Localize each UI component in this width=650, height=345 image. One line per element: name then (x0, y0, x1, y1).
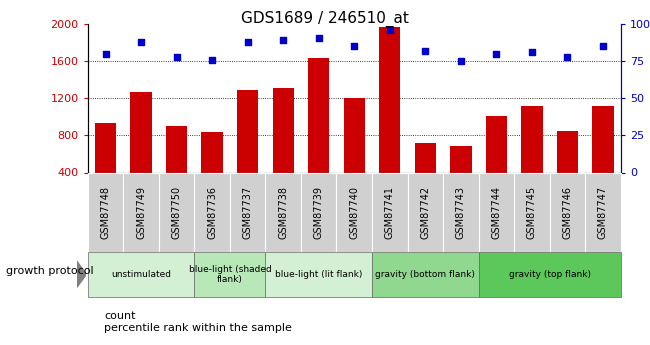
Text: GSM87748: GSM87748 (101, 186, 111, 239)
Text: unstimulated: unstimulated (111, 270, 171, 279)
Point (491, 51, 502, 57)
Bar (194, 252, 265, 297)
Bar (272, 88, 294, 172)
Bar (478, 172, 514, 252)
Bar (265, 172, 301, 252)
Bar (450, 146, 471, 172)
Bar (166, 126, 187, 172)
Bar (443, 172, 478, 252)
Text: GSM87749: GSM87749 (136, 186, 146, 239)
Point (420, 48, 430, 53)
Bar (131, 92, 151, 172)
Text: gravity (bottom flank): gravity (bottom flank) (376, 270, 475, 279)
Bar (372, 172, 408, 252)
Text: GSM87744: GSM87744 (491, 186, 501, 239)
Bar (514, 172, 550, 252)
Text: GSM87740: GSM87740 (349, 186, 359, 239)
Bar (88, 172, 124, 252)
Point (598, 43, 608, 49)
Text: GSM87750: GSM87750 (172, 186, 181, 239)
Bar (265, 252, 372, 297)
Bar (592, 106, 614, 172)
Point (313, 35, 324, 40)
Text: GDS1689 / 246510_at: GDS1689 / 246510_at (241, 10, 409, 27)
Bar (194, 172, 230, 252)
Text: blue-light (lit flank): blue-light (lit flank) (275, 270, 363, 279)
Bar (344, 98, 365, 172)
Point (278, 38, 289, 43)
Bar (379, 27, 400, 172)
Bar (557, 131, 578, 172)
Text: gravity (top flank): gravity (top flank) (509, 270, 591, 279)
Bar (95, 124, 116, 172)
Point (242, 39, 253, 45)
Bar (478, 252, 621, 297)
Point (562, 54, 573, 60)
Text: GSM87743: GSM87743 (456, 186, 466, 239)
Text: GSM87739: GSM87739 (314, 186, 324, 239)
Bar (585, 172, 621, 252)
Point (526, 50, 537, 55)
Bar (486, 116, 507, 172)
Bar (337, 172, 372, 252)
Bar (88, 252, 194, 297)
Polygon shape (77, 261, 86, 287)
Bar (159, 172, 194, 252)
Bar (124, 172, 159, 252)
Text: percentile rank within the sample: percentile rank within the sample (104, 323, 292, 333)
Text: GSM87746: GSM87746 (562, 186, 573, 239)
Text: GSM87741: GSM87741 (385, 186, 395, 239)
Point (136, 39, 146, 45)
Bar (550, 172, 585, 252)
Text: GSM87738: GSM87738 (278, 186, 288, 239)
Bar (301, 172, 337, 252)
Text: GSM87745: GSM87745 (527, 186, 537, 239)
Bar (372, 252, 478, 297)
Bar (237, 90, 258, 172)
Bar (415, 143, 436, 172)
Bar (202, 132, 223, 172)
Text: GSM87737: GSM87737 (242, 186, 253, 239)
Bar (408, 172, 443, 252)
Point (100, 51, 110, 57)
Text: blue-light (shaded
flank): blue-light (shaded flank) (188, 265, 271, 284)
Text: growth protocol: growth protocol (6, 266, 94, 276)
Text: GSM87736: GSM87736 (207, 186, 217, 239)
Bar (230, 172, 265, 252)
Text: count: count (104, 311, 135, 321)
Point (456, 58, 466, 64)
Text: GSM87742: GSM87742 (421, 186, 430, 239)
Point (349, 43, 359, 49)
Point (385, 27, 395, 33)
Text: GSM87747: GSM87747 (598, 186, 608, 239)
Bar (308, 58, 330, 172)
Point (207, 57, 217, 62)
Point (172, 54, 182, 60)
Bar (521, 106, 543, 172)
